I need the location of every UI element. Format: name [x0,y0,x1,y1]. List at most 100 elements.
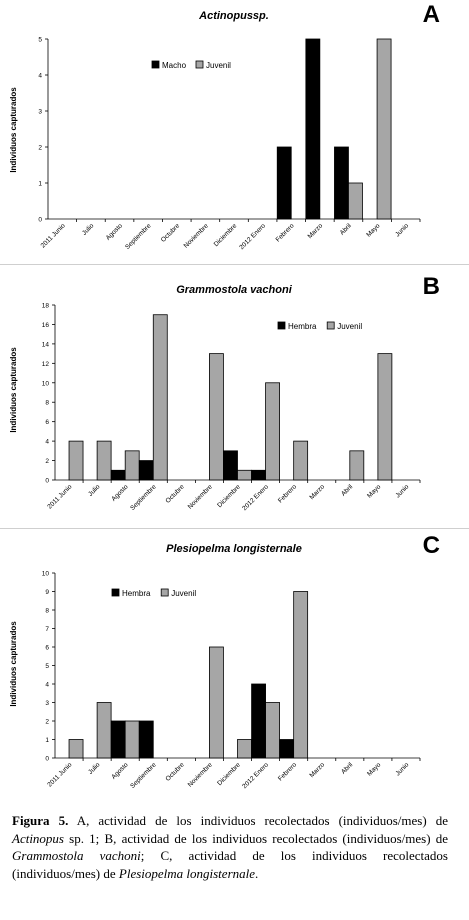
y-tick-label: 3 [38,109,42,116]
x-tick-label: Junio [394,222,410,238]
y-tick-label: 2 [45,458,49,465]
bar-macho [334,146,349,220]
x-tick-label: Marzo [307,222,325,240]
chart-title: Actinopussp. [198,10,269,22]
y-tick-label: 10 [42,380,50,387]
x-tick-label: 2011 Junio [46,761,73,788]
bar-juvenil [265,382,280,481]
x-tick-label: Marzo [308,761,326,779]
x-tick-label: Febrero [277,483,298,504]
x-tick-label: Agosto [110,761,130,781]
x-tick-label: 2011 Junio [40,222,67,249]
x-tick-label: Agosto [105,222,125,242]
x-tick-label: Febrero [277,761,298,782]
bar-juvenil [96,702,112,759]
bar-juvenil [68,440,84,481]
legend-swatch-juvenil [326,321,335,330]
y-tick-label: 1 [45,737,49,744]
y-tick-label: 8 [45,400,49,407]
caption-text: A, actividad de los individuos recolecta… [12,813,448,881]
y-tick-label: 5 [38,37,42,44]
x-tick-label: Octubre [164,761,186,783]
bar-hembra [279,739,295,759]
divider [0,528,469,529]
x-tick-label: Diciembre [213,222,239,248]
chart-panel-a: Actinopussp. A Individuos capturados 0 1 2 3 4 5… [0,0,469,262]
bar-juvenil [349,450,365,481]
bar-hembra [110,720,126,759]
bar-hembra [138,720,154,759]
x-tick-label: Abril [340,483,355,498]
legend-label: Hembra [122,589,151,598]
caption-segment: Grammostola vachoni [12,848,141,863]
x-tick-label: Diciembre [216,483,242,509]
legend-label: Macho [162,61,187,70]
y-tick-label: 0 [45,756,49,763]
x-tick-label: Septiembre [129,483,158,512]
x-tick-label: 2011 Junio [46,483,73,510]
bar-macho [305,38,321,220]
bar-juvenil [124,720,140,759]
x-tick-label: Septiembre [129,761,158,790]
x-tick-label: Abril [340,761,355,776]
bar-hembra [223,450,238,481]
bar-juvenil [293,440,309,481]
x-tick-label: Julio [87,761,102,776]
bar-juvenil [152,314,168,481]
divider [0,264,469,265]
legend-label: Hembra [288,322,317,331]
y-tick-label: 14 [42,341,50,348]
y-tick-label: 1 [38,181,42,188]
bar-juvenil [293,591,309,759]
x-tick-label: Julio [81,222,96,237]
x-tick-label: Mayo [366,483,382,499]
x-tick-label: 2012 Enero [241,761,270,790]
figure-label: Figura 5. [12,813,69,828]
bar-juvenil [265,702,280,759]
x-tick-label: Septiembre [124,222,153,251]
x-tick-label: Octubre [164,483,186,505]
legend-label: Juvenil [171,589,196,598]
y-tick-label: 4 [45,439,49,446]
x-tick-label: Julio [87,483,102,498]
chart-title: Plesiopelma longisternale [166,543,302,555]
caption-segment: ; C, actividad de los individuos recolec… [12,848,448,881]
y-tick-label: 4 [45,682,49,689]
y-tick-label: 8 [45,608,49,615]
bar-juvenil [209,353,224,481]
chart-b-svg: Grammostola vachoni B Individuos capturado… [9,273,440,512]
x-tick-label: Marzo [308,483,326,501]
y-tick-label: 5 [45,663,49,670]
y-tick-label: 12 [42,361,50,368]
bar-hembra [138,460,154,481]
y-tick-label: 18 [42,303,50,310]
y-tick-label: 6 [45,645,49,652]
x-tick-label: Noviembre [187,483,214,510]
bar-juvenil [348,182,363,220]
x-tick-label: Mayo [366,761,382,777]
chart-panel-c: Plesiopelma longisternale C Individuos cap… [0,532,469,804]
y-axis-title: Individuos capturados [9,621,18,707]
x-tick-label: Febrero [275,222,296,243]
x-tick-label: Agosto [110,483,130,503]
bar-juvenil [237,469,252,481]
legend-label: Juvenil [337,322,362,331]
bar-hembra [251,469,266,481]
bar-juvenil [376,38,392,220]
bar-hembra [110,469,126,481]
caption-segment: A, actividad de los individuos recolecta… [68,813,448,828]
bar-juvenil [237,739,252,759]
y-tick-label: 3 [45,700,49,707]
x-tick-label: Diciembre [216,761,242,787]
y-tick-label: 2 [45,719,49,726]
y-axis-title: Individuos capturados [9,347,18,433]
chart-panel-b: Grammostola vachoni B Individuos capturado… [0,272,469,534]
bar-juvenil [68,739,84,759]
panel-letter: B [423,273,440,300]
y-axis-title: Individuos capturados [9,87,18,173]
y-tick-label: 0 [38,217,42,224]
x-tick-label: Junio [394,761,410,777]
legend-swatch-macho [151,60,160,69]
x-tick-label: 2012 Enero [238,222,267,251]
bar-juvenil [124,450,140,481]
